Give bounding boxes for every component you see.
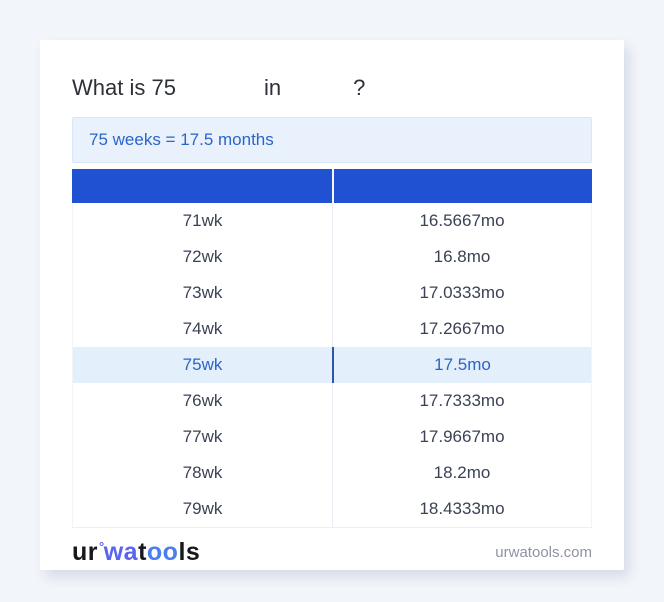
table-row: 79wk 18.4333mo (73, 491, 591, 527)
table-header (72, 169, 592, 203)
table-row: 76wk 17.7333mo (73, 383, 591, 419)
page-title: What is 75 in ? (72, 74, 592, 102)
urwatools-logo[interactable]: ur°watools (72, 540, 200, 565)
title-connector: in (263, 75, 282, 100)
months-cell: 17.7333mo (332, 383, 591, 419)
weeks-cell: 75wk (182, 355, 223, 374)
weeks-cell: 74wk (182, 319, 223, 338)
conversion-result-box: 75 weeks = 17.5 months (72, 117, 592, 163)
months-cell: 17.9667mo (332, 419, 591, 455)
weeks-cell: 76wk (182, 391, 223, 410)
table-header-months (332, 169, 592, 203)
logo-segment: t (138, 538, 147, 566)
title-prefix: What is 75 (72, 75, 176, 100)
card-footer: ur°watools urwatools.com (72, 528, 592, 575)
months-cell: 18.2mo (332, 455, 591, 491)
table-body: 71wk 16.5667mo 72wk 16.8mo 73wk 17.0333mo 74wk… (72, 203, 592, 528)
logo-degree-mark: ° (99, 539, 105, 554)
table-row: 73wk 17.0333mo (73, 275, 591, 311)
logo-segment: ls (178, 538, 201, 566)
logo-segment: wa (103, 538, 139, 566)
weeks-cell: 72wk (182, 247, 223, 266)
table-row-selected: 75wk 17.5mo (73, 347, 591, 383)
table-header-weeks (72, 169, 332, 203)
months-cell: 17.2667mo (332, 311, 591, 347)
weeks-cell: 79wk (182, 499, 223, 518)
table-row: 74wk 17.2667mo (73, 311, 591, 347)
weeks-cell: 71wk (182, 211, 223, 230)
footer-site-text: urwatools.com (495, 544, 592, 561)
converter-card: What is 75 in ? 75 weeks = 17.5 months 7… (40, 40, 624, 570)
unit-to-slot[interactable] (281, 74, 353, 102)
title-question-mark: ? (353, 75, 366, 100)
table-row: 77wk 17.9667mo (73, 419, 591, 455)
table-row: 71wk 16.5667mo (73, 203, 591, 239)
table-row: 78wk 18.2mo (73, 455, 591, 491)
unit-from-slot[interactable] (176, 74, 264, 102)
logo-segment: oo (146, 538, 179, 566)
weeks-cell: 77wk (182, 427, 223, 446)
table-row: 72wk 16.8mo (73, 239, 591, 275)
months-cell: 16.5667mo (332, 203, 591, 239)
months-cell: 17.5mo (332, 347, 591, 383)
weeks-cell: 78wk (182, 463, 223, 482)
weeks-cell: 73wk (182, 283, 223, 302)
logo-segment: ur (72, 538, 98, 566)
months-cell: 18.4333mo (332, 491, 591, 527)
conversion-table: 71wk 16.5667mo 72wk 16.8mo 73wk 17.0333mo 74wk… (72, 169, 592, 528)
months-cell: 16.8mo (332, 239, 591, 275)
conversion-result-text: 75 weeks = 17.5 months (89, 130, 274, 149)
months-cell: 17.0333mo (332, 275, 591, 311)
